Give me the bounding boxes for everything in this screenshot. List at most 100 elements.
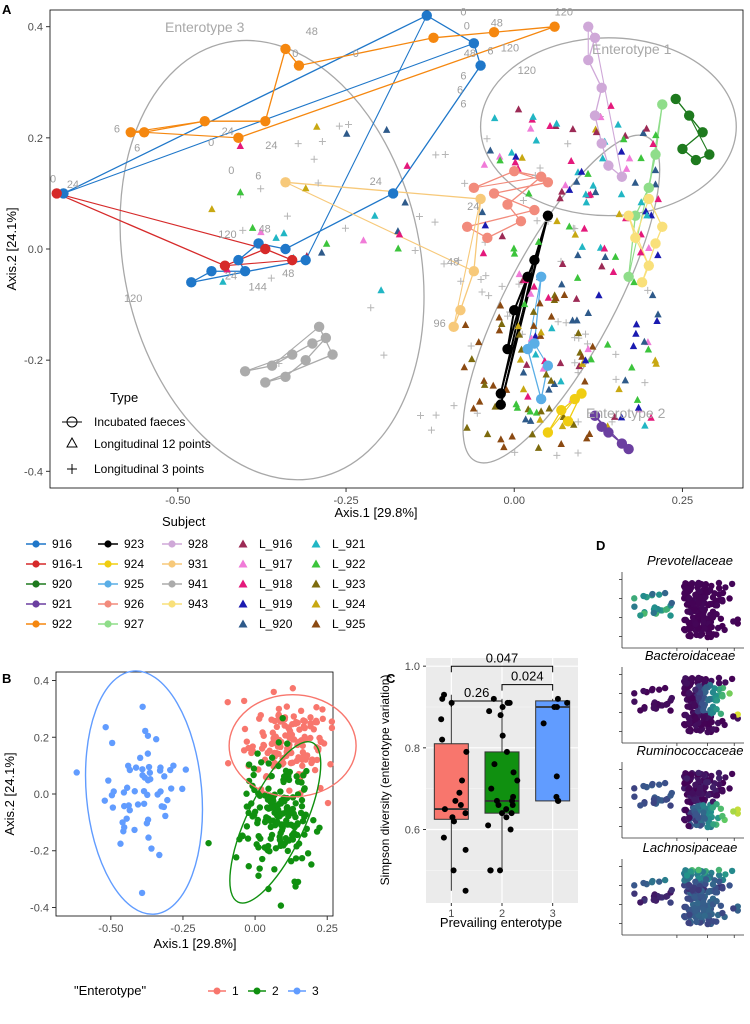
facet-title: Ruminococcaceae [637, 743, 744, 758]
point-enterotype-1 [273, 723, 281, 731]
facet-point [717, 710, 725, 717]
point-928 [603, 160, 614, 171]
point-926 [542, 177, 554, 188]
point-916 [300, 254, 311, 266]
point-920 [690, 154, 702, 166]
plus-point [485, 292, 493, 300]
series-line-926 [465, 170, 549, 239]
point-941 [287, 349, 298, 360]
triangle-point [519, 385, 528, 393]
subject-legend-label: L_916 [259, 537, 293, 551]
point-925 [542, 360, 554, 371]
time-label: 6 [487, 45, 493, 57]
enterotype-ellipse-1 [479, 37, 737, 217]
subject-legend-item: 924 [98, 557, 144, 571]
point-enterotype-3 [156, 851, 163, 859]
point-927 [643, 182, 655, 194]
type-legend-longitudinal-3: Longitudinal 3 points [67, 462, 204, 476]
facet-point [694, 803, 702, 810]
facet-point [650, 704, 657, 712]
point-928 [583, 21, 594, 32]
point-enterotype-1 [286, 787, 293, 794]
time-label: 24 [265, 140, 277, 152]
subject-legend-label: L_919 [259, 597, 293, 611]
facet-point [661, 684, 669, 692]
triangle-point [621, 376, 630, 384]
triangle-point [280, 229, 288, 237]
point-enterotype-1 [241, 725, 249, 733]
triangle-point [654, 195, 662, 203]
subject-legend-item: L_916 [238, 537, 293, 551]
triangle-point [526, 416, 535, 424]
enterotype-legend-label: 1 [232, 984, 239, 998]
facet-point [730, 618, 737, 625]
facet-point [685, 727, 692, 735]
subject-legend-label: 928 [188, 537, 208, 551]
box-point [438, 716, 445, 723]
y-tick-label: 0.0 [34, 789, 49, 801]
point-943 [643, 193, 655, 205]
plus-point [536, 164, 544, 172]
triangle-point [582, 198, 591, 206]
triangle-point [569, 125, 577, 133]
triangle-point [643, 211, 651, 219]
box-point [495, 802, 502, 808]
box-point [491, 761, 498, 768]
point-enterotype-3 [109, 804, 117, 811]
point-931 [448, 321, 459, 333]
point-enterotype-2 [255, 844, 262, 851]
facet-point [719, 717, 726, 725]
point-enterotype-3 [136, 754, 144, 762]
triangle-point [534, 237, 543, 245]
triangle-point [469, 404, 478, 412]
facet-point [631, 882, 638, 889]
triangle-point [558, 422, 567, 430]
facet-point [726, 690, 733, 697]
subject-legend-item: 916-1 [26, 557, 83, 571]
point-921 [589, 410, 601, 421]
facet-point [695, 789, 702, 797]
time-label: 120 [218, 229, 236, 241]
subject-legend-label: 916-1 [52, 557, 83, 571]
point-enterotype-2 [243, 823, 251, 830]
comparison-bracket [450, 700, 503, 707]
point-927 [623, 271, 634, 282]
point-enterotype-3 [125, 802, 132, 809]
time-label: 0 [460, 7, 466, 19]
ellipse-enterotype-3 [84, 670, 204, 915]
point-enterotype-2 [266, 847, 273, 855]
subject-legend-item: L_923 [311, 577, 366, 591]
point-enterotype-1 [260, 732, 267, 739]
triangle-point [641, 421, 649, 429]
point-928 [589, 110, 601, 121]
triangle-point [553, 217, 561, 225]
triangle-point [531, 332, 540, 340]
plus-point [239, 226, 247, 234]
triangle-point [460, 363, 469, 371]
facet-point [702, 783, 709, 791]
triangle-point [513, 403, 522, 411]
point-enterotype-3 [140, 800, 148, 807]
y-tick-label: 0.2 [34, 732, 49, 744]
plus-point [582, 330, 590, 338]
subject-legend-item: 943 [162, 597, 208, 611]
box-point [450, 818, 457, 825]
triangle-point [584, 345, 592, 353]
legend-triangle [238, 619, 248, 628]
type-legend: Type Incubated faeces Longitudinal 12 po… [62, 390, 211, 476]
facet-point [640, 687, 647, 695]
facet-point [682, 903, 690, 911]
point-921 [623, 443, 634, 455]
triangle-point [496, 301, 505, 309]
triangle-marker-icon [66, 436, 78, 448]
plus-point [345, 121, 353, 129]
point-enterotype-3 [124, 762, 132, 770]
triangle-point [236, 141, 244, 149]
y-tick-label: 0.2 [28, 133, 43, 145]
facet-point [728, 867, 736, 875]
triangle-point [525, 189, 533, 197]
facet-point [640, 879, 647, 887]
series-line-941 [244, 326, 334, 384]
triangle-point [529, 307, 538, 315]
panel-b-ellipses [84, 670, 357, 915]
